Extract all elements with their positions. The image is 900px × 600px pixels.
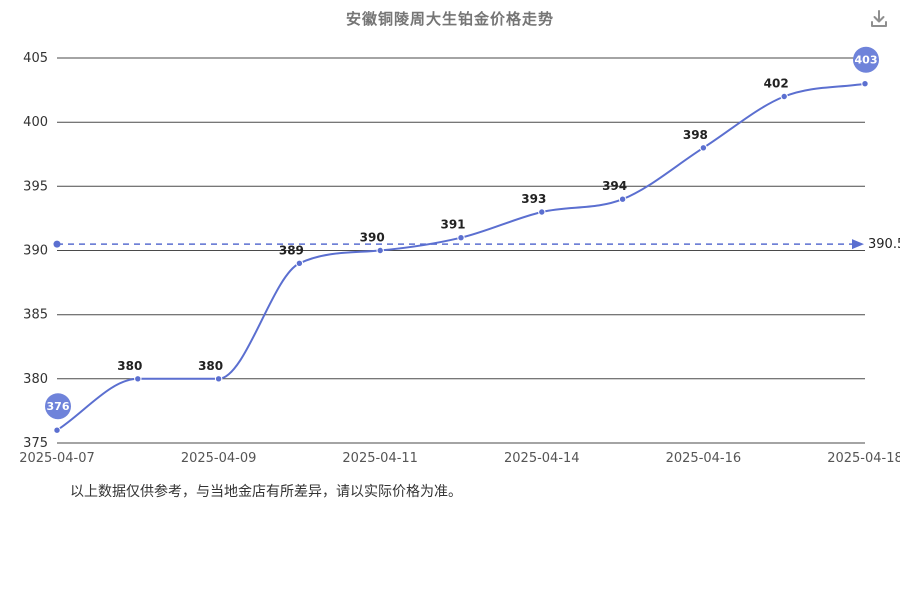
- value-badge: 403: [853, 46, 879, 73]
- data-point-label: 393: [521, 192, 546, 206]
- data-point-label: 389: [279, 243, 304, 257]
- y-axis-tick-label: 380: [23, 372, 48, 387]
- y-axis-tick-label: 395: [23, 179, 48, 194]
- average-line-arrow: [852, 239, 864, 250]
- average-line-label: 390.5: [868, 237, 900, 252]
- data-point[interactable]: [618, 195, 627, 203]
- data-point[interactable]: [780, 92, 788, 101]
- gridlines: 375 380 385 390 395 400 405: [23, 51, 865, 451]
- disclaimer-text: 以上数据仅供参考，与当地金店有所差异，请以实际价格为准。: [70, 484, 462, 500]
- data-point[interactable]: [53, 426, 61, 434]
- data-point-label: 380: [198, 359, 223, 373]
- x-axis-tick-label: 2025-04-07: [19, 451, 95, 466]
- data-point-labels: 380 380 389 390 391 393 394 398 402: [117, 77, 788, 373]
- x-axis-tick-label: 2025-04-09: [181, 451, 257, 466]
- data-point-label: 390: [360, 231, 385, 245]
- y-axis-tick-label: 405: [23, 51, 48, 66]
- download-icon: [871, 10, 887, 27]
- price-series-line: [56, 82, 866, 432]
- download-button[interactable]: [866, 6, 892, 32]
- data-point[interactable]: [295, 259, 304, 267]
- x-axis-tick-label: 2025-04-11: [342, 451, 418, 466]
- data-point-label: 402: [764, 77, 789, 91]
- average-line: 390.5: [53, 237, 900, 252]
- data-point-label: 394: [602, 179, 627, 193]
- y-axis-tick-label: 385: [23, 308, 48, 323]
- value-badge-label: 376: [47, 400, 70, 413]
- value-badge: 376: [45, 393, 71, 420]
- chart-title: 安徽铜陵周大生铂金价格走势: [345, 10, 554, 28]
- x-axis-tick-label: 2025-04-14: [504, 451, 580, 466]
- x-axis-tick-label: 2025-04-18: [827, 451, 900, 466]
- y-axis-tick-label: 400: [23, 115, 48, 130]
- value-badge-label: 403: [855, 54, 878, 67]
- x-axis-labels: 2025-04-07 2025-04-09 2025-04-11 2025-04-14…: [19, 451, 900, 466]
- data-point[interactable]: [861, 80, 869, 88]
- data-point[interactable]: [214, 375, 223, 383]
- data-point[interactable]: [134, 375, 142, 383]
- average-line-start-dot: [53, 240, 61, 248]
- data-point-label: 391: [440, 218, 465, 232]
- data-point[interactable]: [457, 234, 465, 242]
- data-point[interactable]: [538, 208, 546, 216]
- data-point[interactable]: [376, 246, 384, 255]
- data-point-markers: [53, 80, 869, 434]
- data-point-label: 398: [683, 128, 708, 142]
- data-point[interactable]: [699, 144, 708, 152]
- y-axis-tick-label: 375: [23, 436, 48, 451]
- data-point-label: 380: [117, 359, 142, 373]
- x-axis-tick-label: 2025-04-16: [666, 451, 742, 466]
- y-axis-tick-label: 390: [23, 244, 48, 259]
